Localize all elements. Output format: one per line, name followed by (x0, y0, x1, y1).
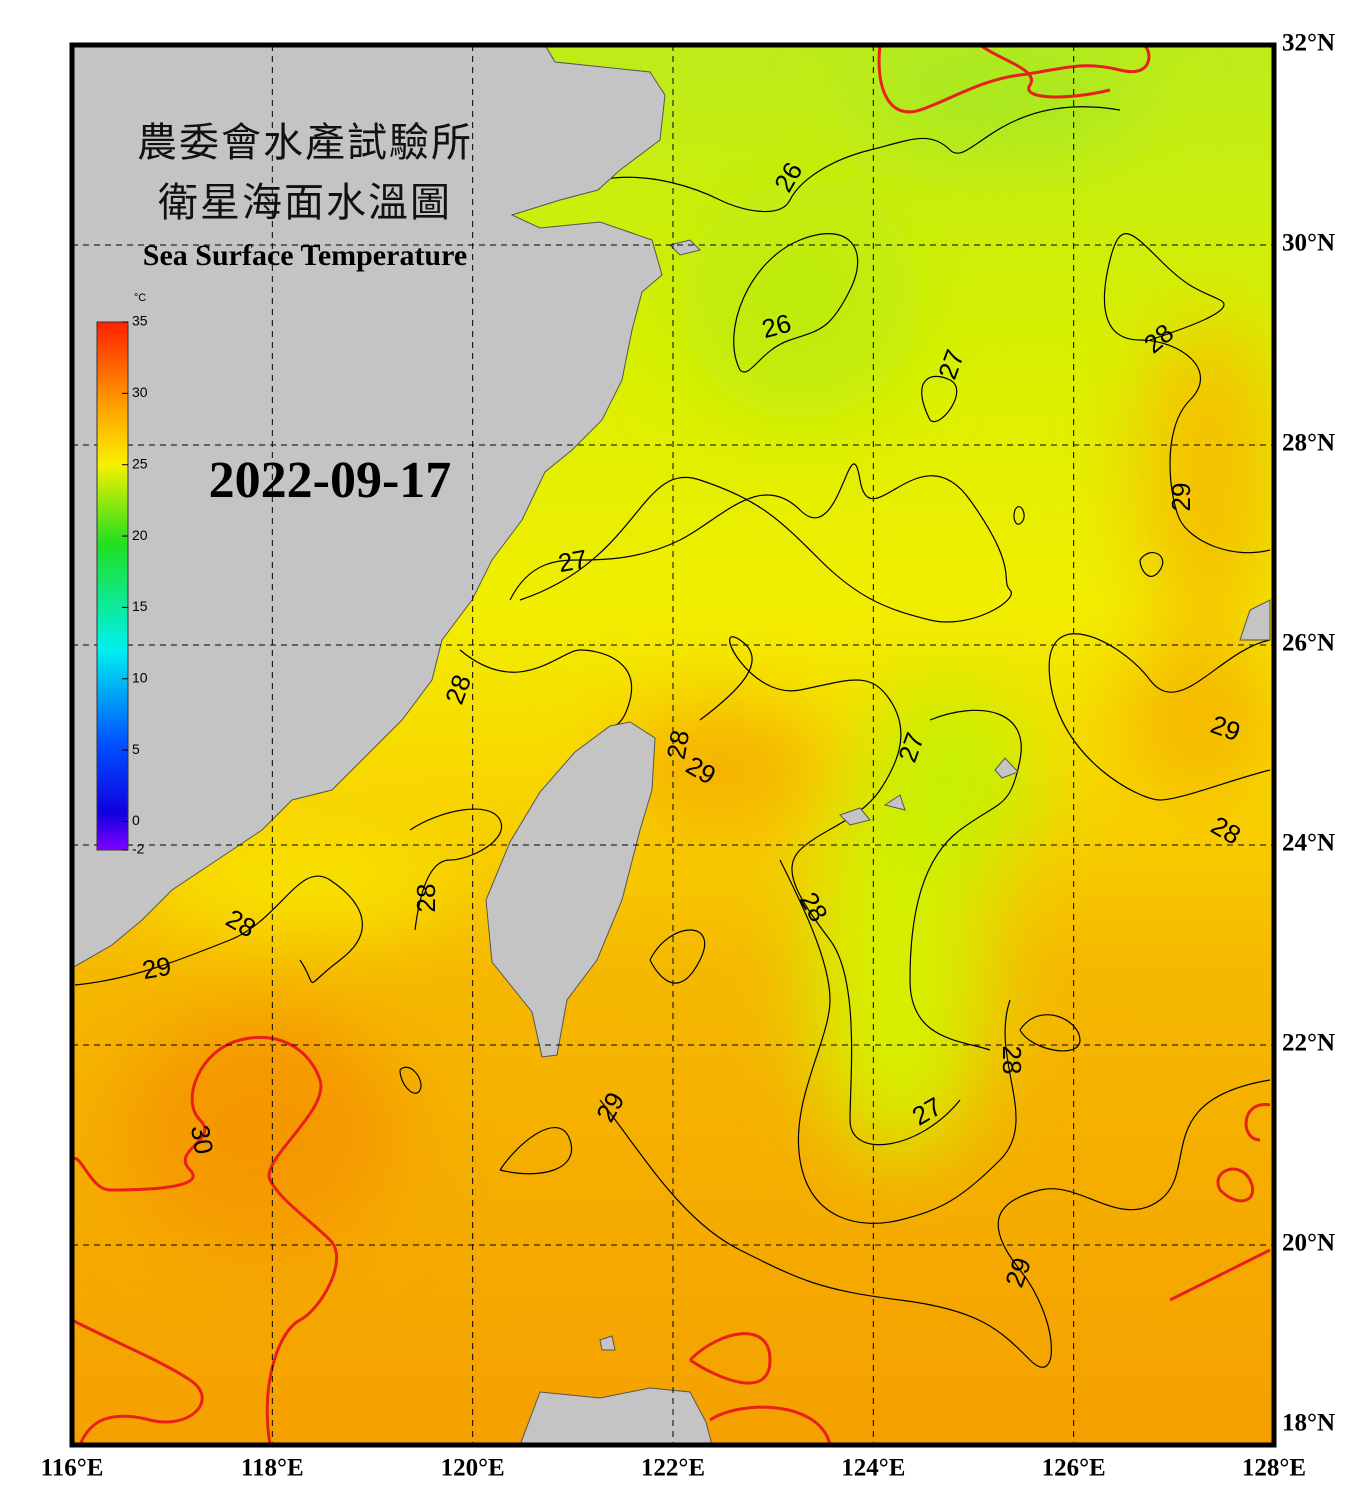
colorbar-tick-label: 30 (132, 384, 148, 400)
colorbar-ticks: 35 30 25 20 15 10 5 0 -2 (122, 313, 148, 857)
sea-texture (120, 45, 1274, 1250)
lat-label: 26°N (1282, 630, 1335, 657)
colorbar-tick-label: -2 (132, 841, 145, 857)
contour-label: 27 (556, 544, 590, 579)
colorbar-tick-label: 0 (132, 812, 140, 828)
lat-label: 32°N (1282, 30, 1335, 57)
colorbar (96, 321, 129, 851)
colorbar-tick-label: 35 (132, 313, 148, 329)
lon-label: 122°E (641, 1455, 705, 1482)
contour-label: 29 (140, 951, 174, 986)
lat-label: 22°N (1282, 1030, 1335, 1057)
date: 2022-09-17 (209, 452, 452, 509)
contour-label: 28 (411, 884, 441, 913)
lon-label: 126°E (1042, 1455, 1106, 1482)
graticule (72, 45, 1274, 1445)
map-frame (69, 42, 1277, 1448)
colorbar-tick-label: 10 (132, 669, 148, 685)
lat-label: 24°N (1282, 830, 1335, 857)
contour-label: 29 (1166, 483, 1196, 512)
contour-label: 28 (661, 728, 696, 762)
colorbar-tick-label: 5 (132, 741, 140, 757)
lat-label: 30°N (1282, 230, 1335, 257)
lon-label: 128°E (1242, 1455, 1306, 1482)
lon-label: 118°E (241, 1455, 304, 1482)
colorbar-tick-label: 20 (132, 527, 148, 543)
title-zh-1: 農委會水產試驗所 (137, 120, 473, 166)
lon-label: 124°E (841, 1455, 905, 1482)
lat-label: 20°N (1282, 1230, 1335, 1257)
colorbar-unit: °C (134, 292, 146, 304)
title-en: Sea Surface Temperature (143, 239, 467, 272)
lon-label: 116°E (41, 1455, 104, 1482)
lon-label: 120°E (441, 1455, 505, 1482)
contour-label: 28 (997, 1046, 1027, 1075)
colorbar-tick-label: 15 (132, 598, 148, 614)
lat-label: 18°N (1282, 1410, 1335, 1437)
lat-label: 28°N (1282, 430, 1335, 457)
title-zh-2: 衛星海面水溫圖 (158, 180, 452, 226)
land (72, 45, 1271, 1445)
contour-label: 30 (185, 1123, 220, 1157)
colorbar-tick-label: 25 (132, 455, 148, 471)
contours-30 (72, 45, 1271, 1445)
axis-labels: 116°E 118°E 120°E 122°E 124°E 126°E 128°E 18°N 2… (41, 30, 1335, 1482)
